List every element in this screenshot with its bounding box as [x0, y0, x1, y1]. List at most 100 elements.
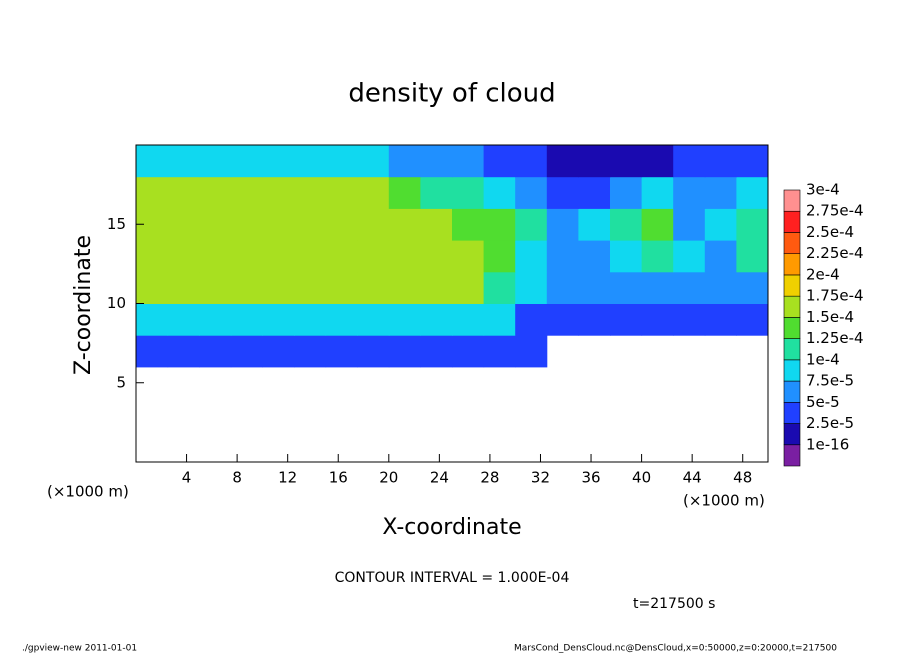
x-tick-label: 40 — [632, 469, 651, 487]
heat-cell — [420, 335, 453, 368]
heat-cell — [515, 208, 548, 241]
heat-cell — [452, 145, 485, 178]
colorbar-box — [783, 359, 801, 382]
colorbar-label: 1e-4 — [806, 350, 840, 368]
footer: ./gpview-new 2011-01-01 — [22, 644, 137, 654]
heat-cell — [578, 145, 611, 178]
colorbar-box — [783, 380, 801, 403]
colorbar-label: 2.75e-4 — [806, 202, 864, 220]
heat-cell — [641, 208, 674, 241]
colorbar-label: 1e-16 — [806, 435, 849, 453]
heat-cell — [388, 176, 421, 209]
heat-cell — [452, 240, 485, 273]
heat-cell — [294, 303, 327, 336]
y-tick-label: 10 — [107, 294, 126, 312]
y-tick-label: 5 — [116, 373, 126, 391]
x-axis-label: X-coordinate — [382, 515, 521, 540]
colorbar-label: 1.75e-4 — [806, 287, 864, 305]
heat-cell — [357, 145, 390, 178]
heat-cell — [230, 176, 263, 209]
x-unit: (×1000 m) — [683, 492, 765, 510]
heat-cell — [736, 303, 769, 336]
heat-cell — [167, 145, 200, 178]
heat-cell — [325, 335, 358, 368]
heat-cell — [388, 145, 421, 178]
heat-cell — [578, 208, 611, 241]
y-tick-label: 15 — [107, 215, 126, 233]
heat-cell — [610, 240, 643, 273]
heat-cell — [230, 303, 263, 336]
heat-cell — [610, 145, 643, 178]
heat-cell — [262, 145, 295, 178]
heat-cell — [736, 271, 769, 304]
heat-cell — [546, 176, 579, 209]
heat-cell — [294, 208, 327, 241]
x-tick-label: 12 — [278, 469, 297, 487]
heat-cell — [136, 145, 169, 178]
heat-cell — [452, 335, 485, 368]
colorbar-label: 1.5e-4 — [806, 308, 854, 326]
colorbar-box — [783, 274, 801, 297]
colorbar-label: 2.5e-5 — [806, 414, 854, 432]
heat-cell — [704, 176, 737, 209]
heat-cell — [704, 208, 737, 241]
heat-cell — [452, 176, 485, 209]
heat-cell — [420, 303, 453, 336]
heat-cell — [578, 240, 611, 273]
heat-cell — [262, 335, 295, 368]
chart-title: density of cloud — [348, 79, 555, 109]
x-tick-label: 32 — [531, 469, 550, 487]
heat-cell — [325, 303, 358, 336]
heat-cell — [483, 208, 516, 241]
heat-cell — [515, 240, 548, 273]
heat-cell — [578, 303, 611, 336]
heat-cell — [515, 303, 548, 336]
colorbar-box — [783, 317, 801, 339]
heat-cell — [230, 271, 263, 304]
heat-cell — [483, 335, 516, 368]
x-tick-label: 48 — [733, 469, 752, 487]
heat-cell — [262, 303, 295, 336]
heat-cell — [357, 208, 390, 241]
heat-cell — [199, 176, 232, 209]
footer: MarsCond_DensCloud.nc@DensCloud,x=0:5000… — [514, 644, 837, 654]
heat-cell — [262, 208, 295, 241]
heat-cell — [641, 176, 674, 209]
heat-cell — [704, 303, 737, 336]
heat-cell — [136, 240, 169, 273]
x-tick-label: 44 — [683, 469, 702, 487]
heat-cell — [546, 240, 579, 273]
colorbar-label: 2.25e-4 — [806, 244, 864, 262]
y-axis-label: Z-coordinate — [71, 235, 96, 375]
heat-cell — [167, 208, 200, 241]
heat-cell — [641, 240, 674, 273]
heat-cell — [673, 145, 706, 178]
heat-cell — [704, 145, 737, 178]
heat-cell — [420, 145, 453, 178]
x-tick-label: 4 — [182, 469, 192, 487]
heat-cell — [736, 208, 769, 241]
heat-cell — [673, 271, 706, 304]
heat-cell — [136, 303, 169, 336]
heat-cell — [357, 303, 390, 336]
heat-cell — [325, 240, 358, 273]
heat-cell — [515, 271, 548, 304]
heat-cell — [388, 240, 421, 273]
heat-cell — [136, 335, 169, 368]
heat-cell — [357, 240, 390, 273]
heat-cell — [673, 240, 706, 273]
heat-cell — [230, 335, 263, 368]
heat-cell — [136, 176, 169, 209]
heat-cell — [325, 176, 358, 209]
x-tick-label: 8 — [232, 469, 242, 487]
colorbar-box — [783, 232, 801, 254]
heat-cell — [483, 271, 516, 304]
heat-cell — [515, 176, 548, 209]
heat-cell — [325, 271, 358, 304]
heat-cell — [262, 176, 295, 209]
heat-cell — [262, 271, 295, 304]
heat-cell — [610, 208, 643, 241]
x-tick-label: 24 — [430, 469, 449, 487]
